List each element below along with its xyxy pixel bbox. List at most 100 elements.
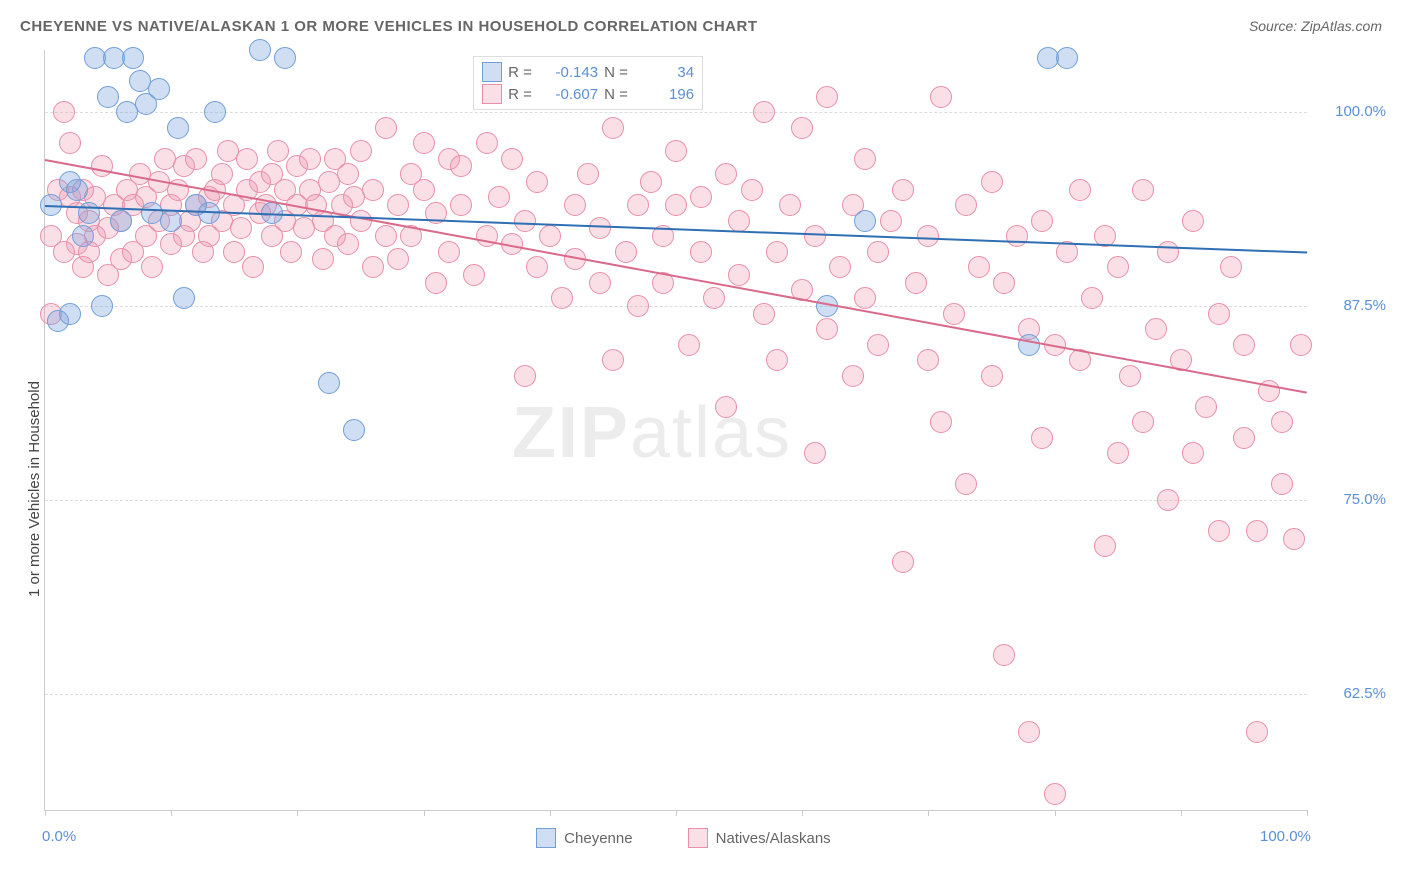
natives-point: [741, 179, 763, 201]
correlation-row-natives: R = -0.607 N = 196: [482, 83, 694, 105]
natives-point: [791, 117, 813, 139]
cheyenne-point: [110, 210, 132, 232]
natives-point: [665, 194, 687, 216]
natives-point: [1233, 427, 1255, 449]
natives-point: [463, 264, 485, 286]
natives-point: [955, 194, 977, 216]
ytick-label: 87.5%: [1316, 297, 1386, 314]
natives-point: [312, 248, 334, 270]
cheyenne-point: [78, 202, 100, 224]
natives-point: [880, 210, 902, 232]
natives-point: [230, 217, 252, 239]
natives-point: [728, 264, 750, 286]
natives-point: [1246, 520, 1268, 542]
natives-point: [450, 194, 472, 216]
xtick: [297, 810, 298, 816]
natives-point: [1031, 427, 1053, 449]
cheyenne-point: [97, 86, 119, 108]
natives-point: [715, 396, 737, 418]
natives-point: [267, 140, 289, 162]
natives-point: [362, 256, 384, 278]
cheyenne-point: [160, 210, 182, 232]
xaxis-max-label: 100.0%: [1260, 828, 1311, 845]
cheyenne-point: [854, 210, 876, 232]
natives-r-value: -0.607: [542, 86, 598, 103]
cheyenne-point: [318, 372, 340, 394]
natives-point: [91, 155, 113, 177]
natives-point: [362, 179, 384, 201]
natives-point: [1018, 721, 1040, 743]
natives-point: [665, 140, 687, 162]
natives-point: [867, 241, 889, 263]
natives-point: [387, 248, 409, 270]
cheyenne-point: [249, 39, 271, 61]
natives-point: [526, 256, 548, 278]
cheyenne-point: [148, 78, 170, 100]
natives-point: [753, 101, 775, 123]
natives-point: [867, 334, 889, 356]
natives-point: [943, 303, 965, 325]
natives-point: [1157, 241, 1179, 263]
natives-point: [703, 287, 725, 309]
cheyenne-point: [72, 225, 94, 247]
xtick: [550, 810, 551, 816]
natives-point: [779, 194, 801, 216]
natives-point: [526, 171, 548, 193]
natives-point: [242, 256, 264, 278]
xtick: [1181, 810, 1182, 816]
legend-natives-label: Natives/Alaskans: [716, 830, 831, 847]
cheyenne-point: [1056, 47, 1078, 69]
natives-point: [804, 442, 826, 464]
natives-point: [589, 217, 611, 239]
xtick: [1307, 810, 1308, 816]
cheyenne-swatch-icon: [482, 62, 502, 82]
natives-point: [1233, 334, 1255, 356]
chart-title: CHEYENNE VS NATIVE/ALASKAN 1 OR MORE VEH…: [20, 18, 758, 35]
natives-point: [551, 287, 573, 309]
legend-cheyenne-label: Cheyenne: [564, 830, 632, 847]
gridline: [45, 306, 1307, 307]
natives-point: [766, 241, 788, 263]
natives-point: [350, 140, 372, 162]
cheyenne-point: [274, 47, 296, 69]
natives-point: [715, 163, 737, 185]
natives-point: [1290, 334, 1312, 356]
natives-point: [211, 163, 233, 185]
natives-point: [514, 210, 536, 232]
natives-point: [438, 241, 460, 263]
natives-point: [1208, 303, 1230, 325]
natives-point: [564, 194, 586, 216]
cheyenne-point: [167, 117, 189, 139]
natives-point: [488, 186, 510, 208]
natives-point: [829, 256, 851, 278]
natives-point: [413, 179, 435, 201]
natives-point: [640, 171, 662, 193]
natives-point: [387, 194, 409, 216]
natives-point: [1031, 210, 1053, 232]
natives-n-value: 196: [638, 86, 694, 103]
natives-point: [1271, 411, 1293, 433]
natives-point: [690, 241, 712, 263]
natives-point: [1271, 473, 1293, 495]
natives-point: [955, 473, 977, 495]
n-label: N =: [604, 86, 632, 103]
ytick-label: 75.0%: [1316, 491, 1386, 508]
natives-point: [413, 132, 435, 154]
natives-point: [1145, 318, 1167, 340]
cheyenne-point: [59, 303, 81, 325]
natives-point: [993, 644, 1015, 666]
natives-point: [627, 194, 649, 216]
natives-point: [1132, 411, 1154, 433]
natives-point: [337, 233, 359, 255]
cheyenne-n-value: 34: [638, 64, 694, 81]
correlation-legend: R = -0.143 N = 34 R = -0.607 N = 196: [473, 56, 703, 110]
natives-swatch-icon: [482, 84, 502, 104]
natives-point: [854, 148, 876, 170]
natives-point: [476, 132, 498, 154]
natives-point: [1283, 528, 1305, 550]
watermark-atlas: atlas: [630, 393, 792, 473]
natives-point: [450, 155, 472, 177]
natives-point: [185, 148, 207, 170]
natives-point: [728, 210, 750, 232]
natives-point: [59, 132, 81, 154]
